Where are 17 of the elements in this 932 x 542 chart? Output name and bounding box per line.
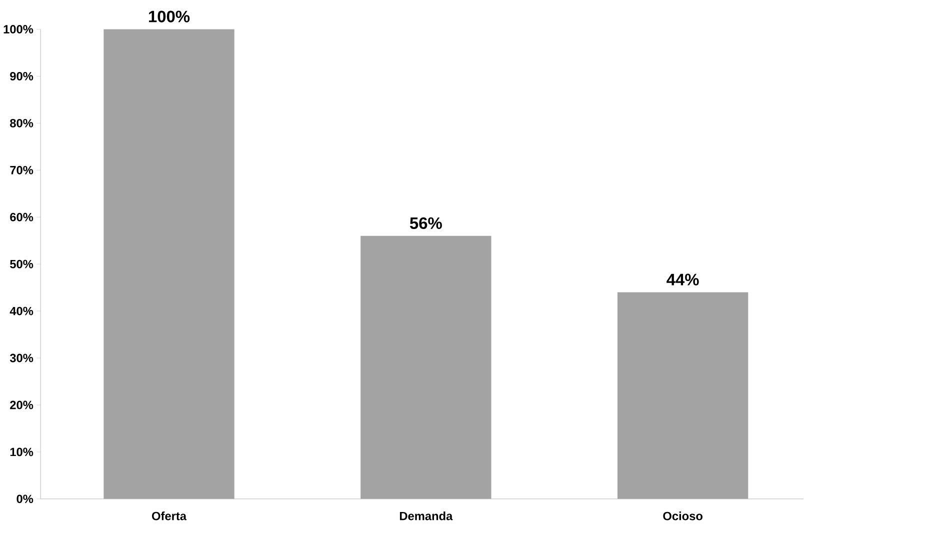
y-tick-label: 20%	[10, 400, 34, 410]
y-tick-label: 60%	[10, 212, 34, 222]
x-tick-label: Ocioso	[663, 512, 702, 520]
y-tick-label: 0%	[16, 494, 34, 504]
y-tick-label: 30%	[10, 354, 34, 362]
data-label: 100%	[149, 10, 190, 22]
data-label: 44%	[666, 274, 699, 286]
y-tick-label: 70%	[10, 166, 34, 174]
y-tick-label: 90%	[10, 72, 34, 80]
y-tick-label: 40%	[10, 306, 34, 316]
y-tick-label: 100%	[4, 25, 34, 34]
data-label: 56%	[410, 217, 442, 230]
x-tick-label: Oferta	[152, 512, 187, 520]
y-tick-label: 10%	[10, 448, 34, 456]
x-tick-label: Demanda	[400, 512, 453, 520]
y-tick-label: 80%	[10, 119, 34, 128]
y-tick-label: 50%	[10, 260, 34, 268]
